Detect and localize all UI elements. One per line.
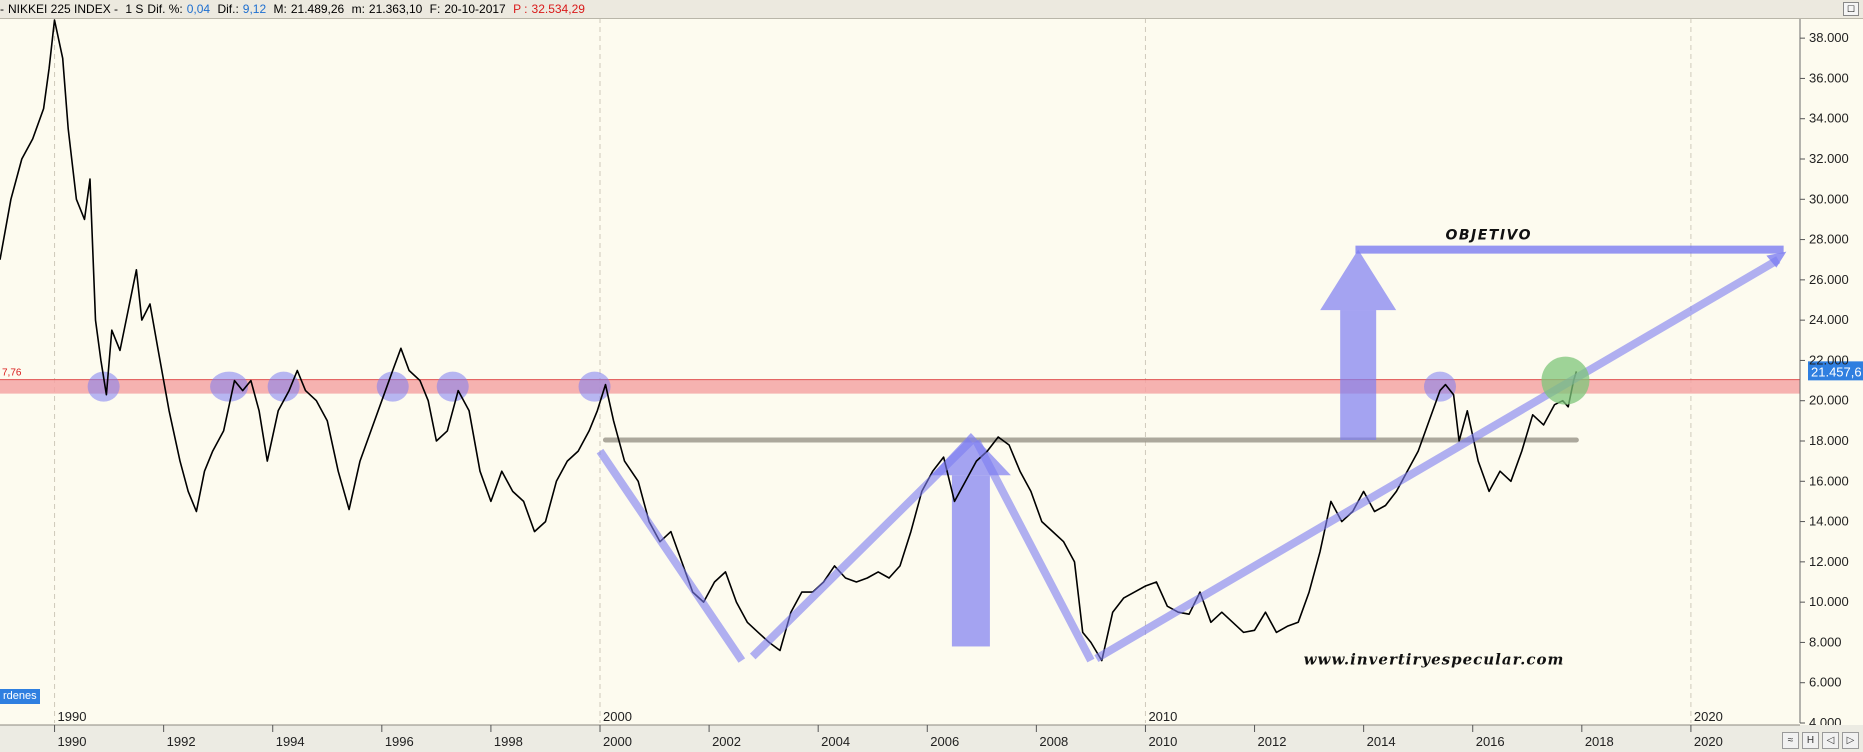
resistance-touch-marker xyxy=(376,371,409,402)
x-axis-band xyxy=(0,725,1863,752)
scroll-right-button[interactable]: ▷ xyxy=(1842,732,1859,749)
x-tick-label: 2014 xyxy=(1367,734,1396,749)
m2-label: m: xyxy=(351,2,365,16)
f-label: F: xyxy=(429,2,441,16)
decade-label: 2000 xyxy=(603,709,632,724)
tool-wave-button[interactable]: ≈ xyxy=(1782,732,1799,749)
dif-pct-label: Dif. %: xyxy=(147,2,183,16)
measured-move-arrow-shaft xyxy=(1340,310,1377,440)
x-axis: 1990 1992 1994 1996 1998 2000 2002 2004 2006 2008… xyxy=(0,709,1863,752)
y-tick-label: 18.000 xyxy=(1809,433,1849,448)
left-level-label: 7,76 xyxy=(2,368,22,379)
x-tick-label: 1996 xyxy=(385,734,414,749)
dif-pct-value: 0,04 xyxy=(186,2,211,16)
y-tick-label: 26.000 xyxy=(1809,272,1849,287)
trend-line-up-2003 xyxy=(749,438,974,660)
x-tick-label: 2010 xyxy=(1148,734,1177,749)
trend-line-up-2009 xyxy=(1094,256,1781,662)
x-tick-label: 2006 xyxy=(930,734,959,749)
y-tick-label: 10.000 xyxy=(1809,594,1849,609)
x-tick-label: 2016 xyxy=(1476,734,1505,749)
y-tick-label: 28.000 xyxy=(1809,232,1849,247)
pattern-height-arrow-shaft xyxy=(951,475,990,647)
y-tick-label: 20.000 xyxy=(1809,393,1849,408)
watermark-text: www.invertiryespecular.com xyxy=(1304,651,1565,669)
plot-area xyxy=(0,18,1800,723)
x-tick-label: 2004 xyxy=(821,734,850,749)
y-tick-label: 14.000 xyxy=(1809,514,1849,529)
y-tick-label: 34.000 xyxy=(1809,111,1849,126)
tool-h-button[interactable]: H xyxy=(1802,732,1819,749)
timeframe-label[interactable]: 1 S xyxy=(125,2,144,16)
y-tick-label: 22.000 xyxy=(1809,352,1849,367)
p-label: P : xyxy=(513,2,528,16)
window-restore-button[interactable]: ☐ xyxy=(1843,2,1859,16)
p-value: 32.534,29 xyxy=(531,2,585,16)
m-value: 21.489,26 xyxy=(290,2,345,16)
resistance-touch-marker xyxy=(210,371,249,402)
resistance-touch-marker xyxy=(267,371,300,402)
m-label: M: xyxy=(273,2,287,16)
x-tick-label: 2012 xyxy=(1258,734,1287,749)
y-tick-label: 32.000 xyxy=(1809,151,1849,166)
decade-label: 1990 xyxy=(58,709,87,724)
x-tick-label: 1990 xyxy=(58,734,87,749)
breakout-marker xyxy=(1541,356,1590,405)
decade-label: 2010 xyxy=(1148,709,1177,724)
bottom-toolbar: ≈ H ◁ ▷ xyxy=(1782,732,1859,749)
y-tick-label: 36.000 xyxy=(1809,70,1849,85)
dif-label: Dif.: xyxy=(217,2,239,16)
resistance-touch-marker xyxy=(436,371,469,402)
f-value: 20-10-2017 xyxy=(444,2,506,16)
x-tick-label: 2018 xyxy=(1585,734,1614,749)
x-tick-label: 1992 xyxy=(167,734,196,749)
x-tick-label: 2000 xyxy=(603,734,632,749)
symbol-label[interactable]: NIKKEI 225 INDEX - xyxy=(8,2,119,16)
scroll-left-button[interactable]: ◁ xyxy=(1822,732,1839,749)
last-price-badge xyxy=(1808,361,1863,381)
vertical-grid xyxy=(0,18,1800,723)
y-tick-label: 38.000 xyxy=(1809,30,1849,45)
y-tick-label: 6.000 xyxy=(1809,675,1842,690)
y-tick-label: 12.000 xyxy=(1809,554,1849,569)
title-bar: - NIKKEI 225 INDEX - 1 S Dif. %: 0,04 Dif.:… xyxy=(0,0,1863,19)
y-tick-label: 8.000 xyxy=(1809,634,1842,649)
y-tick-label: 30.000 xyxy=(1809,191,1849,206)
y-tick-label: 16.000 xyxy=(1809,473,1849,488)
resistance-touch-marker xyxy=(87,371,120,402)
decade-label: 2020 xyxy=(1694,709,1723,724)
trend-line-down-2007 xyxy=(972,439,1095,663)
x-tick-label: 1998 xyxy=(494,734,523,749)
x-tick-label: 1994 xyxy=(276,734,305,749)
target-label: OBJETIVO xyxy=(1445,228,1532,244)
measured-move-arrow-head xyxy=(1320,249,1397,311)
legend-tag[interactable]: rdenes xyxy=(0,689,40,704)
x-tick-label: 2008 xyxy=(1039,734,1068,749)
trend-arrow-head xyxy=(1766,251,1787,268)
x-tick-label: 2002 xyxy=(712,734,741,749)
resistance-touch-marker xyxy=(1424,371,1456,402)
annotation-layer-front: OBJETIVO www.invertiryespecular.com 7,76 21… xyxy=(2,228,1863,669)
last-price-label: 21.457,6 xyxy=(1811,364,1862,379)
y-tick-label: 24.000 xyxy=(1809,312,1849,327)
dif-value: 9,12 xyxy=(242,2,267,16)
m2-value: 21.363,10 xyxy=(368,2,423,16)
title-prefix: - xyxy=(0,2,4,16)
x-tick-label: 2020 xyxy=(1694,734,1723,749)
trend-line-down-2000 xyxy=(596,448,746,663)
